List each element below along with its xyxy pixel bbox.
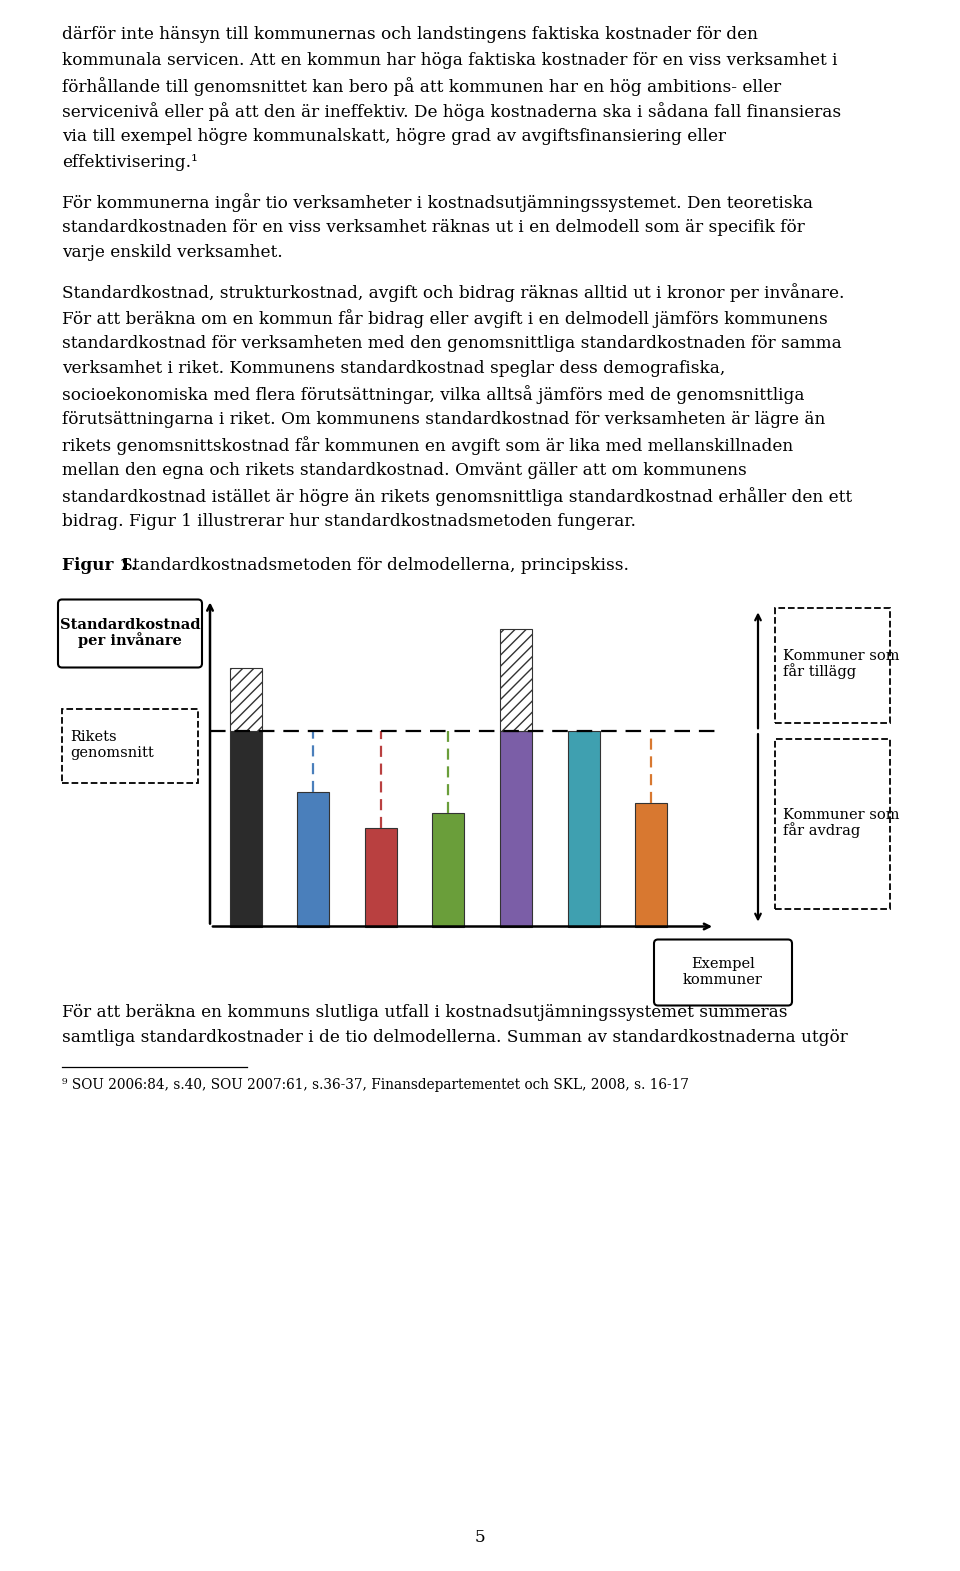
Bar <box>229 731 262 927</box>
Bar <box>775 608 890 723</box>
Bar <box>500 731 532 927</box>
Text: ⁹ SOU 2006:84, s.40, SOU 2007:61, s.36-37, Finansdepartementet och SKL, 2008, s.: ⁹ SOU 2006:84, s.40, SOU 2007:61, s.36-3… <box>62 1079 689 1092</box>
Bar <box>567 731 599 927</box>
Text: får tillägg: får tillägg <box>783 663 856 679</box>
Bar <box>229 668 262 731</box>
Text: förutsättningarna i riket. Om kommunens standardkostnad för verksamheten är lägr: förutsättningarna i riket. Om kommunens … <box>62 412 826 427</box>
Text: socioekonomiska med flera förutsättningar, vilka alltså jämförs med de genomsnit: socioekonomiska med flera förutsättninga… <box>62 385 804 404</box>
Text: standardkostnad för verksamheten med den genomsnittliga standardkostnaden för sa: standardkostnad för verksamheten med den… <box>62 335 842 352</box>
Text: För kommunerna ingår tio verksamheter i kostnadsutjämningssystemet. Den teoretis: För kommunerna ingår tio verksamheter i … <box>62 193 813 212</box>
Text: Standardkostnad, strukturkostnad, avgift och bidrag räknas alltid ut i kronor pe: Standardkostnad, strukturkostnad, avgift… <box>62 283 845 302</box>
Text: 5: 5 <box>474 1529 486 1546</box>
Text: Figur 1.: Figur 1. <box>62 556 137 573</box>
Bar <box>432 812 465 927</box>
Bar <box>636 803 667 927</box>
Text: verksamhet i riket. Kommunens standardkostnad speglar dess demografiska,: verksamhet i riket. Kommunens standardko… <box>62 360 725 377</box>
Text: per invånare: per invånare <box>78 633 182 649</box>
Text: standardkostnad istället är högre än rikets genomsnittliga standardkostnad erhål: standardkostnad istället är högre än rik… <box>62 487 852 506</box>
Text: bidrag. Figur 1 illustrerar hur standardkostnadsmetoden fungerar.: bidrag. Figur 1 illustrerar hur standard… <box>62 514 636 529</box>
Text: samtliga standardkostnader i de tio delmodellerna. Summan av standardkostnaderna: samtliga standardkostnader i de tio delm… <box>62 1029 848 1046</box>
FancyBboxPatch shape <box>58 600 202 668</box>
Bar <box>365 828 396 927</box>
Text: Kommuner som: Kommuner som <box>783 807 900 822</box>
Text: förhållande till genomsnittet kan bero på att kommunen har en hög ambitions- ell: förhållande till genomsnittet kan bero p… <box>62 77 781 96</box>
Text: genomsnitt: genomsnitt <box>70 746 154 760</box>
Text: Rikets: Rikets <box>70 731 116 745</box>
Text: mellan den egna och rikets standardkostnad. Omvänt gäller att om kommunens: mellan den egna och rikets standardkostn… <box>62 462 747 479</box>
Bar <box>500 630 532 731</box>
FancyBboxPatch shape <box>654 939 792 1005</box>
Text: kommuner: kommuner <box>684 972 763 987</box>
Text: får avdrag: får avdrag <box>783 822 860 837</box>
Text: Standardkostnadsmetoden för delmodellerna, principskiss.: Standardkostnadsmetoden för delmodellern… <box>116 556 629 573</box>
Text: För att beräkna om en kommun får bidrag eller avgift i en delmodell jämförs komm: För att beräkna om en kommun får bidrag … <box>62 309 828 328</box>
Bar <box>775 740 890 908</box>
Text: kommunala servicen. Att en kommun har höga faktiska kostnader för en viss verksa: kommunala servicen. Att en kommun har hö… <box>62 52 837 69</box>
Text: effektivisering.¹: effektivisering.¹ <box>62 154 198 171</box>
Text: För att beräkna en kommuns slutliga utfall i kostnadsutjämningssystemet summeras: För att beräkna en kommuns slutliga utfa… <box>62 1004 787 1021</box>
Text: rikets genomsnittskostnad får kommunen en avgift som är lika med mellanskillnade: rikets genomsnittskostnad får kommunen e… <box>62 437 793 456</box>
Bar <box>298 792 329 927</box>
Text: standardkostnaden för en viss verksamhet räknas ut i en delmodell som är specifi: standardkostnaden för en viss verksamhet… <box>62 218 804 236</box>
Text: varje enskild verksamhet.: varje enskild verksamhet. <box>62 244 283 261</box>
Bar <box>62 709 198 784</box>
Text: via till exempel högre kommunalskatt, högre grad av avgiftsfinansiering eller: via till exempel högre kommunalskatt, hö… <box>62 127 726 145</box>
Text: Kommuner som: Kommuner som <box>783 649 900 663</box>
Text: därför inte hänsyn till kommunernas och landstingens faktiska kostnader för den: därför inte hänsyn till kommunernas och … <box>62 27 758 42</box>
Text: Exempel: Exempel <box>691 957 755 971</box>
Text: servicenivå eller på att den är ineffektiv. De höga kostnaderna ska i sådana fal: servicenivå eller på att den är ineffekt… <box>62 102 841 121</box>
Text: Standardkostnad: Standardkostnad <box>60 617 201 632</box>
